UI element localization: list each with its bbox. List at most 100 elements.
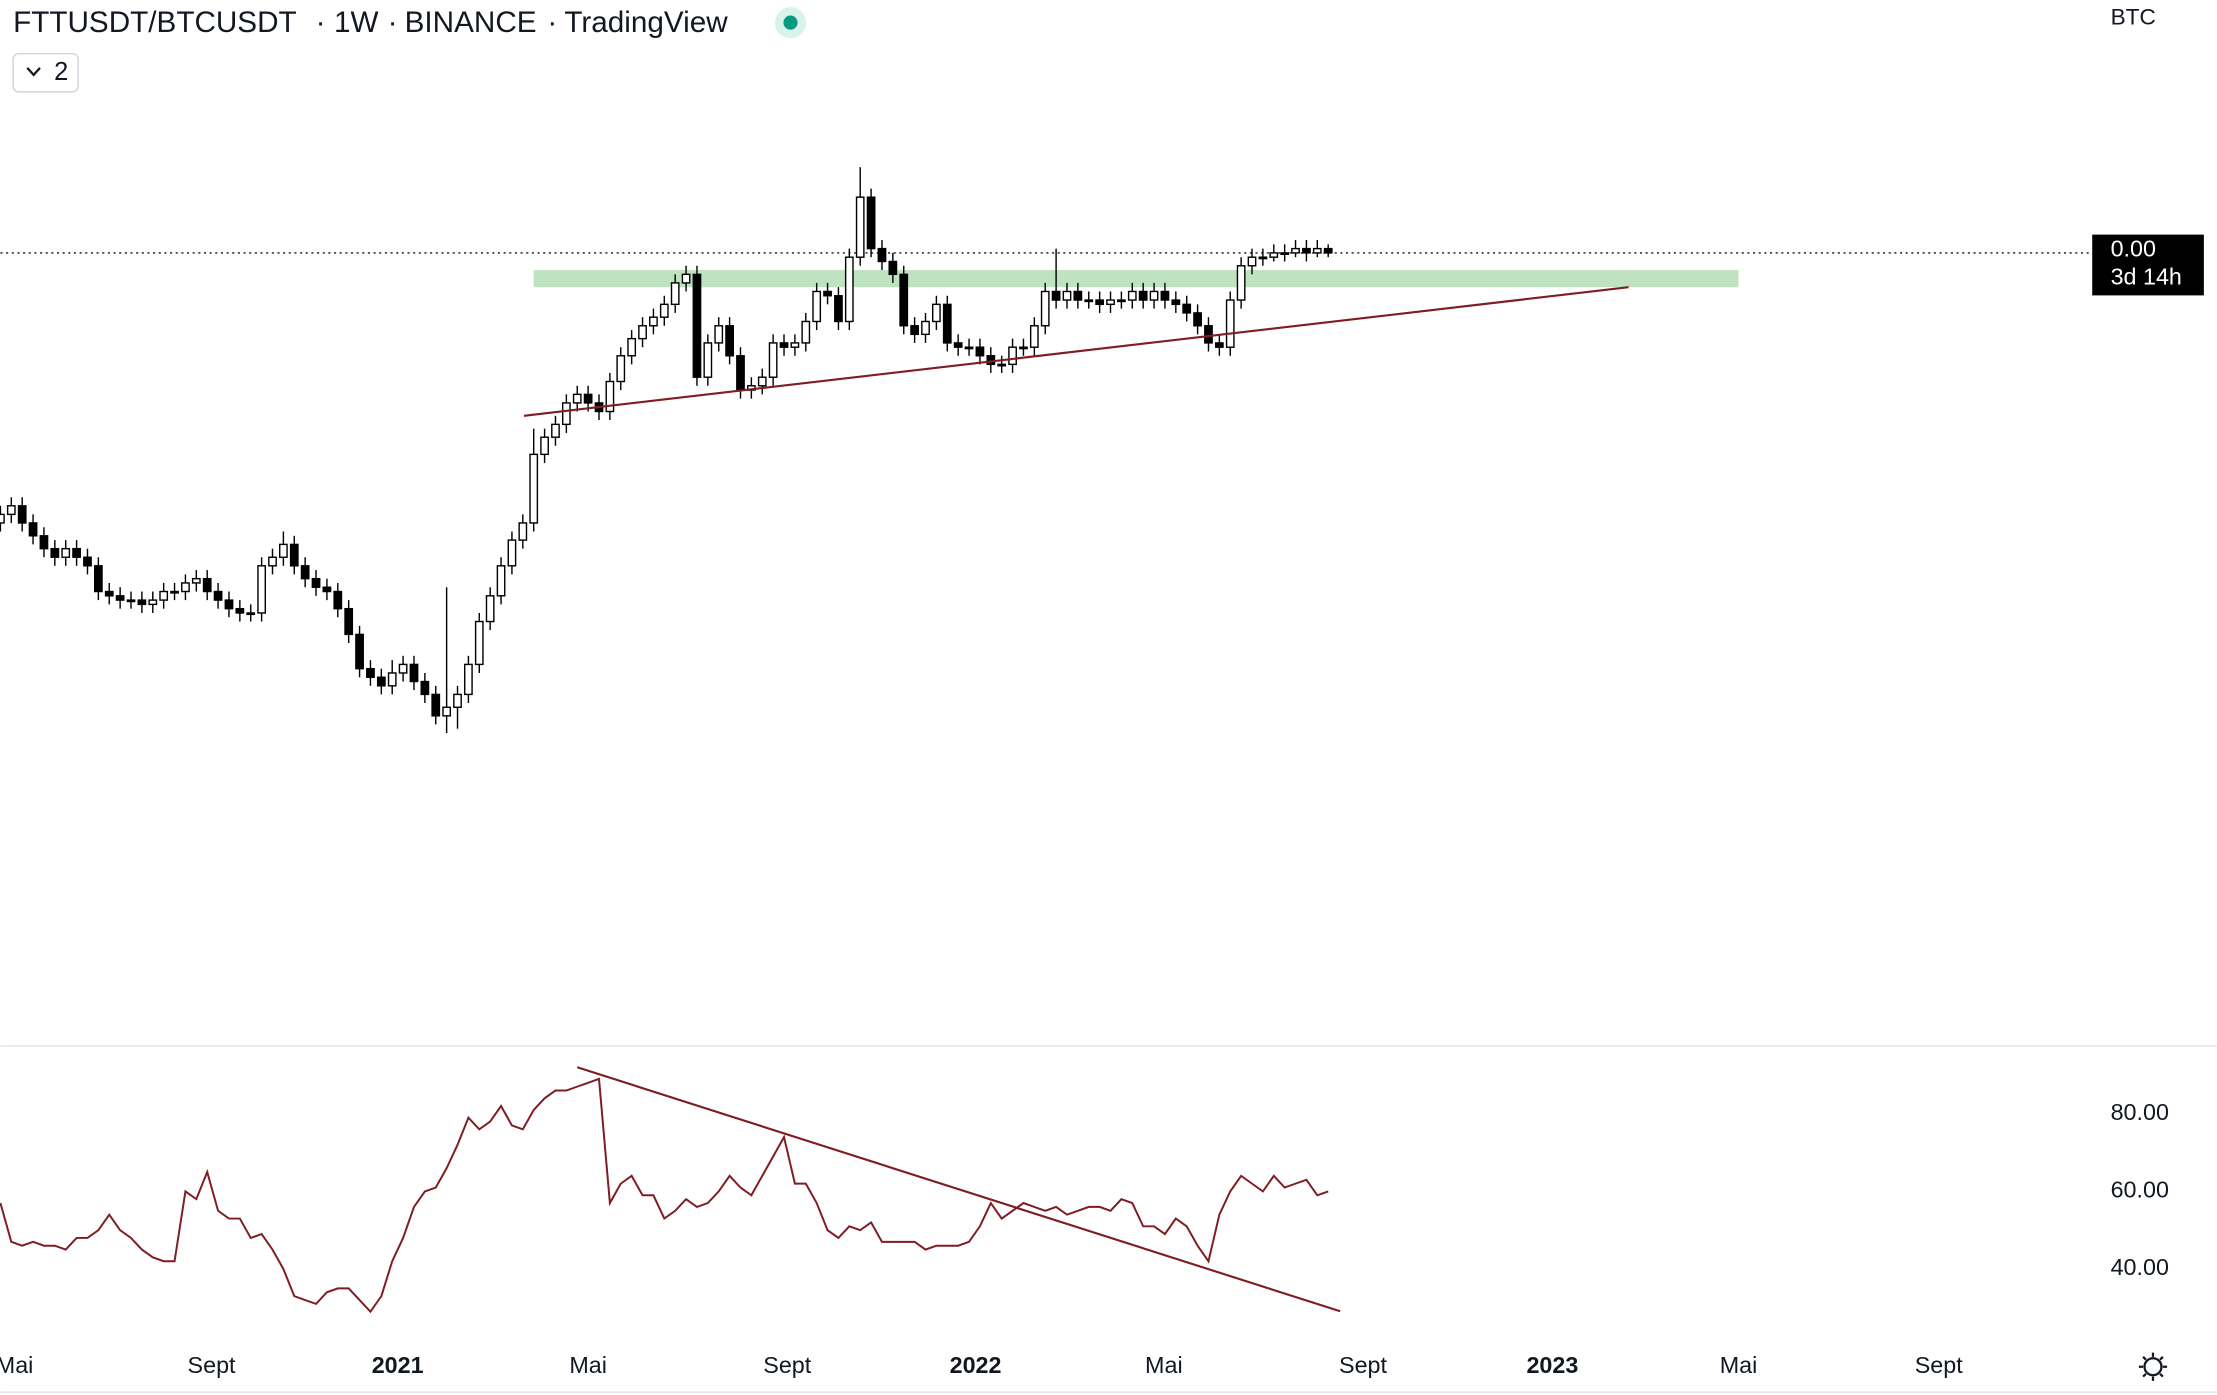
- toggle-box[interactable]: [12, 53, 79, 93]
- candle-body: [224, 599, 234, 610]
- candle-body: [366, 667, 375, 678]
- candle-body: [1062, 290, 1072, 301]
- candle-body: [932, 303, 941, 323]
- x-tick-label: 2022: [950, 1352, 1002, 1378]
- plot-layer: 0.00 3d 14h Mai Sept 2021 Mai Sept 2022 Mai Sept 2…: [0, 167, 2204, 1378]
- x-tick-label: 2021: [372, 1352, 424, 1378]
- candle-body: [953, 342, 963, 348]
- candle-body: [464, 663, 473, 696]
- candle-body: [39, 535, 49, 550]
- candle-body: [213, 590, 223, 601]
- candle-body: [17, 505, 27, 524]
- candle-body: [1106, 299, 1115, 306]
- candle-body: [148, 599, 158, 606]
- candle-body: [279, 543, 288, 558]
- gear-ring: [2143, 1357, 2163, 1377]
- candle-body: [714, 325, 724, 344]
- candle-body: [1280, 252, 1290, 256]
- last-price-label: 0.00: [2111, 235, 2156, 261]
- candle-body: [376, 676, 386, 687]
- status-dot: [783, 15, 798, 30]
- chevron-icon: [26, 67, 41, 77]
- candle-body: [540, 436, 549, 456]
- candle-body: [790, 342, 800, 348]
- x-tick-label: Sept: [1915, 1352, 1963, 1378]
- candle-body: [442, 706, 452, 717]
- indicator-count: 2: [54, 58, 68, 86]
- candle-body: [855, 196, 865, 258]
- candle-body: [1269, 252, 1279, 258]
- y-tick-label: 60.00: [2111, 1177, 2169, 1203]
- rsi-trendline: [576, 1066, 1341, 1313]
- candle-body: [485, 595, 495, 623]
- candle-body: [561, 402, 571, 426]
- candle-body: [910, 325, 920, 336]
- y-tick-label: 80.00: [2111, 1099, 2169, 1125]
- candle-body: [736, 355, 745, 391]
- candle-body: [866, 196, 876, 250]
- candle-body: [1095, 299, 1105, 306]
- candle-body: [583, 393, 593, 404]
- x-tick-label: Mai: [1145, 1352, 1183, 1378]
- candle-body: [1084, 299, 1094, 303]
- candle-body: [649, 316, 658, 327]
- candle-body: [202, 577, 212, 593]
- candle-body: [0, 513, 5, 524]
- candle-body: [257, 565, 266, 614]
- candle-body: [289, 543, 299, 567]
- candle-body: [387, 672, 397, 687]
- candle-body: [844, 256, 854, 323]
- separator: ·: [316, 6, 326, 39]
- candle-body: [1225, 299, 1235, 348]
- candle-body: [159, 590, 169, 601]
- candle-body: [1160, 290, 1170, 301]
- candle-body: [246, 612, 256, 616]
- candle-body: [899, 273, 909, 327]
- candle-body: [1127, 290, 1137, 301]
- candle-body: [801, 320, 811, 344]
- candle-body: [1204, 325, 1213, 344]
- x-tick-label: Sept: [1339, 1352, 1387, 1378]
- candle-body: [191, 577, 201, 584]
- candle-body: [779, 342, 789, 348]
- candle-body: [1008, 346, 1017, 366]
- candle-body: [507, 539, 517, 567]
- candle-body: [659, 303, 669, 318]
- candle-body: [986, 355, 996, 366]
- candle-body: [975, 346, 985, 357]
- candle-body: [1247, 256, 1257, 267]
- x-tick-label: Mai: [569, 1352, 607, 1378]
- candle-body: [823, 290, 832, 297]
- x-tick-label: Sept: [188, 1352, 236, 1378]
- x-tick-label: Mai: [1720, 1352, 1758, 1378]
- candle-body: [355, 633, 364, 670]
- candle-body: [1019, 346, 1028, 350]
- candle-body: [83, 556, 92, 567]
- candle-body: [409, 663, 419, 683]
- candle-body: [93, 565, 103, 593]
- candle-body: [268, 556, 277, 567]
- candle-body: [420, 680, 430, 696]
- rsi-line: [0, 1077, 1329, 1314]
- candle-body: [529, 453, 539, 524]
- candle-body: [1291, 247, 1300, 254]
- x-tick-label: Mai: [0, 1352, 33, 1378]
- candle-body: [1258, 256, 1268, 260]
- candle-body: [627, 337, 637, 357]
- x-tick-label: Sept: [763, 1352, 811, 1378]
- candle-body: [692, 273, 702, 378]
- candle-body: [1138, 290, 1148, 301]
- candle-body: [61, 547, 71, 558]
- candle-body: [181, 582, 190, 593]
- candle-body: [1214, 342, 1224, 348]
- candle-body: [1312, 247, 1322, 254]
- candle-body: [300, 565, 310, 580]
- candle-body: [1171, 299, 1181, 306]
- candle-body: [1051, 290, 1061, 301]
- candle-body: [888, 260, 898, 276]
- candle-body: [638, 325, 647, 340]
- source: TradingView: [564, 6, 728, 39]
- candle-body: [1073, 290, 1083, 301]
- indicator-toggle[interactable]: 2: [12, 53, 79, 93]
